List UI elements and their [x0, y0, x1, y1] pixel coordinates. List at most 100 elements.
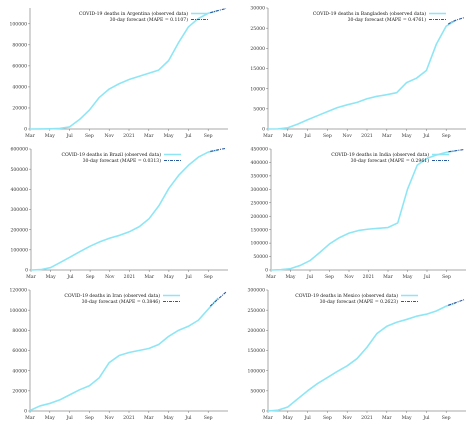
y-tick-label: 25000	[250, 26, 265, 32]
axis-frame	[267, 290, 466, 412]
x-tick-label: Mar	[25, 133, 35, 139]
y-tick-label: 40000	[12, 85, 27, 91]
x-tick-label: Jul	[184, 133, 192, 139]
chart-panel-india: 0 50000 100000 150000 200000 250000 300000 3500…	[250, 147, 466, 280]
observed-series-line	[270, 150, 457, 271]
legend-observed-label: COVID-19 deaths in Argentina (observed d…	[79, 10, 188, 17]
x-tick-label: Sep	[204, 415, 213, 421]
x-tick-label: Mar	[382, 133, 392, 139]
x-tick-label: Sep	[323, 133, 332, 139]
x-tick-label: Mar	[144, 274, 154, 280]
x-tick-label: Jul	[65, 415, 73, 421]
x-tick-label: May	[402, 133, 412, 139]
x-tick-label: Sep	[204, 133, 213, 139]
chart-panel-iran: 0 20000 40000 60000 80000 100000 120000 Mar May J…	[9, 288, 228, 421]
x-tick-label: May	[164, 415, 174, 421]
y-tick-label: 20000	[12, 388, 27, 394]
x-tick-label: Sep	[325, 274, 334, 280]
y-tick-label: 30000	[250, 6, 265, 12]
x-tick-label: Jul	[184, 415, 192, 421]
y-tick-label: 400000	[10, 187, 28, 193]
x-tick-label: Jul	[306, 274, 314, 280]
legend-forecast-label: 30-day forecast (MAPE = 0.2961)	[351, 157, 430, 164]
x-tick-label: Sep	[442, 274, 451, 280]
forecast-series-line	[448, 148, 465, 153]
x-tick-label: 2021	[363, 274, 375, 280]
y-tick-label: 450000	[250, 147, 268, 153]
y-tick-label: 60000	[12, 348, 27, 354]
y-tick-label: 100000	[9, 21, 27, 27]
chart-panel-bangladesh: 0 5000 10000 15000 20000 25000 30000 Mar May Jul S…	[250, 6, 466, 139]
x-tick-label: Nov	[343, 415, 353, 421]
legend-observed-label: COVID-19 deaths in India (observed data)	[331, 151, 429, 158]
y-tick-label: 20000	[250, 46, 265, 52]
x-tick-label: Jul	[184, 274, 192, 280]
x-tick-label: May	[402, 415, 412, 421]
x-tick-label: Nov	[105, 274, 115, 280]
x-tick-label: 2021	[123, 415, 135, 421]
x-tick-label: May	[45, 415, 55, 421]
x-tick-label: Sep	[85, 415, 94, 421]
chart-panel-mexico: 0 50000 100000 150000 200000 250000 300000 Mar M…	[247, 288, 466, 421]
x-tick-label: May	[164, 274, 174, 280]
y-tick-label: 600000	[10, 147, 28, 153]
legend-forecast-label: 30-day forecast (MAPE = 0.1107)	[110, 16, 189, 23]
axis-frame	[30, 149, 228, 271]
x-tick-label: Jul	[423, 274, 431, 280]
x-tick-label: May	[45, 133, 55, 139]
legend-observed-label: COVID-19 deaths in Brazil (observed data…	[61, 151, 161, 158]
y-tick-label: 0	[265, 268, 268, 274]
legend-forecast-label: 30-day forecast (MAPE = 0.0313)	[83, 157, 162, 164]
x-tick-label: May	[164, 133, 174, 139]
axis-frame	[267, 8, 466, 130]
x-tick-label: 2021	[124, 274, 136, 280]
x-tick-label: Mar	[144, 133, 154, 139]
legend-observed-label: COVID-19 deaths in Iran (observed data)	[64, 292, 160, 299]
y-tick-label: 150000	[247, 348, 265, 354]
x-tick-label: May	[283, 133, 293, 139]
y-tick-label: 400000	[250, 160, 268, 166]
x-tick-label: Mar	[26, 274, 36, 280]
y-tick-label: 15000	[250, 66, 265, 72]
y-tick-label: 0	[262, 409, 265, 415]
y-tick-label: 200000	[247, 328, 265, 334]
y-tick-label: 10000	[250, 86, 265, 92]
x-tick-label: Mar	[383, 274, 393, 280]
y-tick-label: 250000	[247, 308, 265, 314]
x-tick-label: Sep	[86, 274, 95, 280]
y-tick-label: 200000	[250, 214, 268, 220]
x-tick-label: Mar	[263, 415, 273, 421]
y-tick-label: 5000	[253, 106, 265, 112]
x-tick-label: Mar	[266, 274, 276, 280]
y-tick-label: 60000	[12, 63, 27, 69]
x-tick-label: Jul	[422, 133, 430, 139]
x-tick-label: Jul	[303, 133, 311, 139]
y-tick-label: 150000	[250, 227, 268, 233]
x-tick-label: Mar	[25, 415, 35, 421]
forecast-series-line	[209, 291, 227, 307]
forecast-series-line	[210, 147, 227, 152]
forecast-series-line	[210, 7, 227, 14]
y-tick-label: 0	[24, 127, 27, 133]
legend-observed-label: COVID-19 deaths in Mexico (observed data…	[295, 292, 398, 299]
x-tick-label: Sep	[442, 415, 451, 421]
x-tick-label: Sep	[323, 415, 332, 421]
axis-frame	[29, 8, 228, 130]
legend-forecast-label: 30-day forecast (MAPE = 0.4761)	[348, 16, 427, 23]
axis-frame	[29, 290, 228, 412]
chart-panel-argentina: 0 20000 40000 60000 80000 100000 Mar May Jul Sep N…	[9, 7, 228, 139]
x-tick-label: Jul	[422, 415, 430, 421]
y-tick-label: 500000	[10, 167, 28, 173]
y-tick-label: 0	[25, 268, 28, 274]
y-tick-label: 300000	[10, 207, 28, 213]
y-tick-label: 100000	[247, 368, 265, 374]
x-tick-label: May	[402, 274, 412, 280]
y-tick-label: 300000	[250, 187, 268, 193]
x-tick-label: Nov	[105, 415, 115, 421]
x-tick-label: May	[283, 415, 293, 421]
x-tick-label: 2021	[361, 133, 373, 139]
x-tick-label: Nov	[105, 133, 115, 139]
x-tick-label: Jul	[303, 415, 311, 421]
x-tick-label: Sep	[442, 133, 451, 139]
